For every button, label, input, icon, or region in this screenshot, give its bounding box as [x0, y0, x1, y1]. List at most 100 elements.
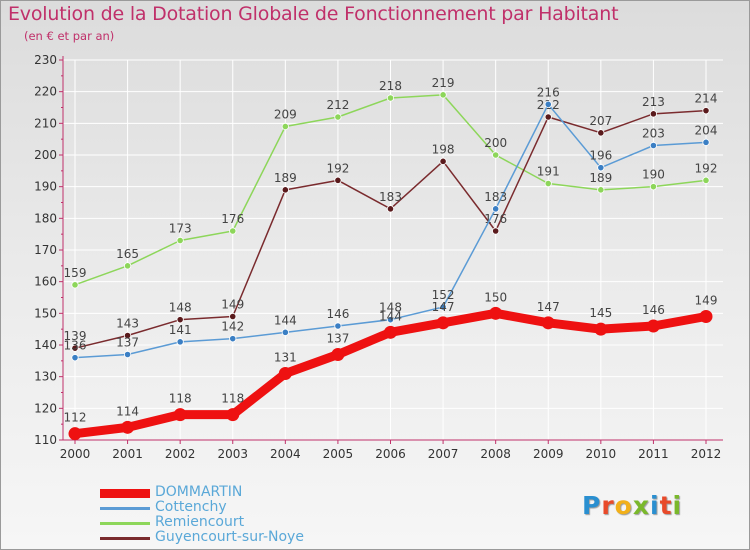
- data-label-dommartin: 114: [116, 404, 139, 418]
- y-tick-label: 150: [34, 306, 57, 320]
- y-tick-label: 120: [34, 401, 57, 415]
- data-point-dommartin: [173, 408, 187, 422]
- data-label-remiencourt: 209: [274, 108, 297, 122]
- y-tick-label: 190: [34, 180, 57, 194]
- data-label-cottenchy: 136: [64, 339, 87, 353]
- data-label-remiencourt: 190: [642, 168, 665, 182]
- x-tick-label: 2006: [375, 447, 406, 461]
- data-point-cottenchy: [229, 335, 237, 343]
- data-label-guyencourt-sur-noye: 207: [589, 114, 612, 128]
- logo-letter: i: [650, 491, 660, 520]
- y-tick-label: 140: [34, 338, 57, 352]
- x-tick-label: 2009: [533, 447, 564, 461]
- data-label-dommartin: 137: [326, 332, 349, 346]
- data-label-dommartin: 146: [642, 303, 665, 317]
- data-point-guyencourt-sur-noye: [123, 331, 132, 340]
- data-label-cottenchy: 196: [589, 149, 612, 163]
- data-point-remiencourt: [281, 122, 289, 131]
- legend-swatch: [100, 507, 150, 510]
- y-tick-label: 130: [34, 370, 57, 384]
- data-label-cottenchy: 146: [326, 307, 349, 321]
- legend-label: Remiencourt: [155, 514, 245, 530]
- data-label-dommartin: 131: [274, 351, 297, 365]
- y-tick-label: 110: [34, 433, 57, 447]
- data-point-guyencourt-sur-noye: [597, 129, 605, 137]
- y-tick-label: 180: [34, 211, 57, 225]
- chart-title: Evolution de la Dotation Globale de Fonc…: [8, 3, 619, 25]
- data-point-guyencourt-sur-noye: [544, 113, 552, 121]
- data-point-cottenchy: [544, 100, 552, 108]
- data-label-dommartin: 118: [221, 392, 244, 406]
- x-tick-label: 2001: [112, 447, 143, 461]
- data-point-guyencourt-sur-noye: [702, 107, 710, 115]
- data-label-guyencourt-sur-noye: 183: [379, 190, 402, 204]
- logo-letter: P: [582, 491, 602, 520]
- legend-label: Cottenchy: [155, 499, 227, 515]
- logo-letter: i: [672, 491, 683, 520]
- data-label-guyencourt-sur-noye: 143: [116, 317, 139, 331]
- x-tick-label: 2002: [165, 447, 196, 461]
- data-label-dommartin: 112: [64, 411, 87, 425]
- data-label-dommartin: 118: [169, 392, 192, 406]
- data-point-remiencourt: [71, 281, 79, 289]
- legend-swatch: [100, 537, 150, 540]
- x-tick-label: 2007: [428, 447, 459, 461]
- data-label-remiencourt: 176: [221, 212, 244, 226]
- data-label-remiencourt: 165: [116, 247, 139, 261]
- legend-label: Guyencourt-sur-Noye: [155, 529, 304, 545]
- data-point-cottenchy: [702, 138, 710, 146]
- data-point-cottenchy: [281, 328, 289, 336]
- data-label-dommartin: 144: [379, 309, 402, 323]
- data-point-dommartin: [278, 367, 292, 380]
- data-point-cottenchy: [439, 303, 447, 311]
- data-point-dommartin: [436, 316, 450, 330]
- x-tick-label: 2004: [270, 447, 301, 461]
- data-point-remiencourt: [176, 236, 184, 245]
- data-label-cottenchy: 148: [379, 301, 402, 315]
- data-point-cottenchy: [597, 164, 605, 172]
- y-tick-label: 230: [34, 53, 57, 67]
- data-label-guyencourt-sur-noye: 149: [221, 298, 244, 312]
- data-point-remiencourt: [439, 91, 447, 99]
- data-label-guyencourt-sur-noye: 148: [169, 301, 192, 315]
- data-label-cottenchy: 137: [116, 336, 139, 350]
- data-label-guyencourt-sur-noye: 139: [64, 329, 87, 343]
- y-tick-label: 170: [34, 243, 57, 257]
- data-point-remiencourt: [702, 176, 710, 184]
- data-label-cottenchy: 203: [642, 127, 665, 141]
- x-tick-label: 2011: [638, 447, 669, 461]
- x-tick-label: 2008: [480, 447, 511, 461]
- chart-subtitle: (en € et par an): [24, 29, 115, 43]
- data-label-guyencourt-sur-noye: 213: [642, 95, 665, 109]
- logo-letter: o: [614, 491, 633, 520]
- data-point-dommartin: [594, 322, 608, 336]
- data-point-guyencourt-sur-noye: [439, 157, 447, 165]
- x-tick-label: 2000: [60, 447, 91, 461]
- data-point-cottenchy: [71, 354, 79, 362]
- data-point-cottenchy: [649, 141, 658, 150]
- data-label-cottenchy: 216: [537, 85, 560, 99]
- data-point-dommartin: [121, 420, 135, 434]
- data-label-remiencourt: 212: [326, 98, 349, 112]
- data-point-remiencourt: [386, 94, 395, 102]
- y-tick-label: 160: [34, 275, 57, 289]
- data-point-remiencourt: [492, 151, 500, 159]
- logo-letter: t: [659, 491, 673, 520]
- data-label-remiencourt: 173: [169, 222, 192, 236]
- data-label-remiencourt: 218: [379, 79, 402, 93]
- data-point-dommartin: [384, 325, 397, 339]
- data-point-guyencourt-sur-noye: [334, 176, 342, 184]
- data-point-guyencourt-sur-noye: [649, 110, 658, 118]
- data-label-guyencourt-sur-noye: 214: [695, 92, 718, 106]
- data-point-dommartin: [699, 310, 713, 323]
- data-label-cottenchy: 204: [695, 123, 718, 137]
- data-point-guyencourt-sur-noye: [229, 312, 237, 321]
- proxiti-logo: Proxiti: [582, 491, 682, 520]
- data-point-guyencourt-sur-noye: [386, 205, 395, 213]
- data-point-remiencourt: [123, 262, 132, 270]
- x-tick-label: 2010: [586, 447, 617, 461]
- y-tick-label: 220: [34, 85, 57, 99]
- data-label-cottenchy: 141: [169, 323, 192, 337]
- data-label-remiencourt: 191: [537, 165, 560, 179]
- data-point-guyencourt-sur-noye: [71, 344, 79, 352]
